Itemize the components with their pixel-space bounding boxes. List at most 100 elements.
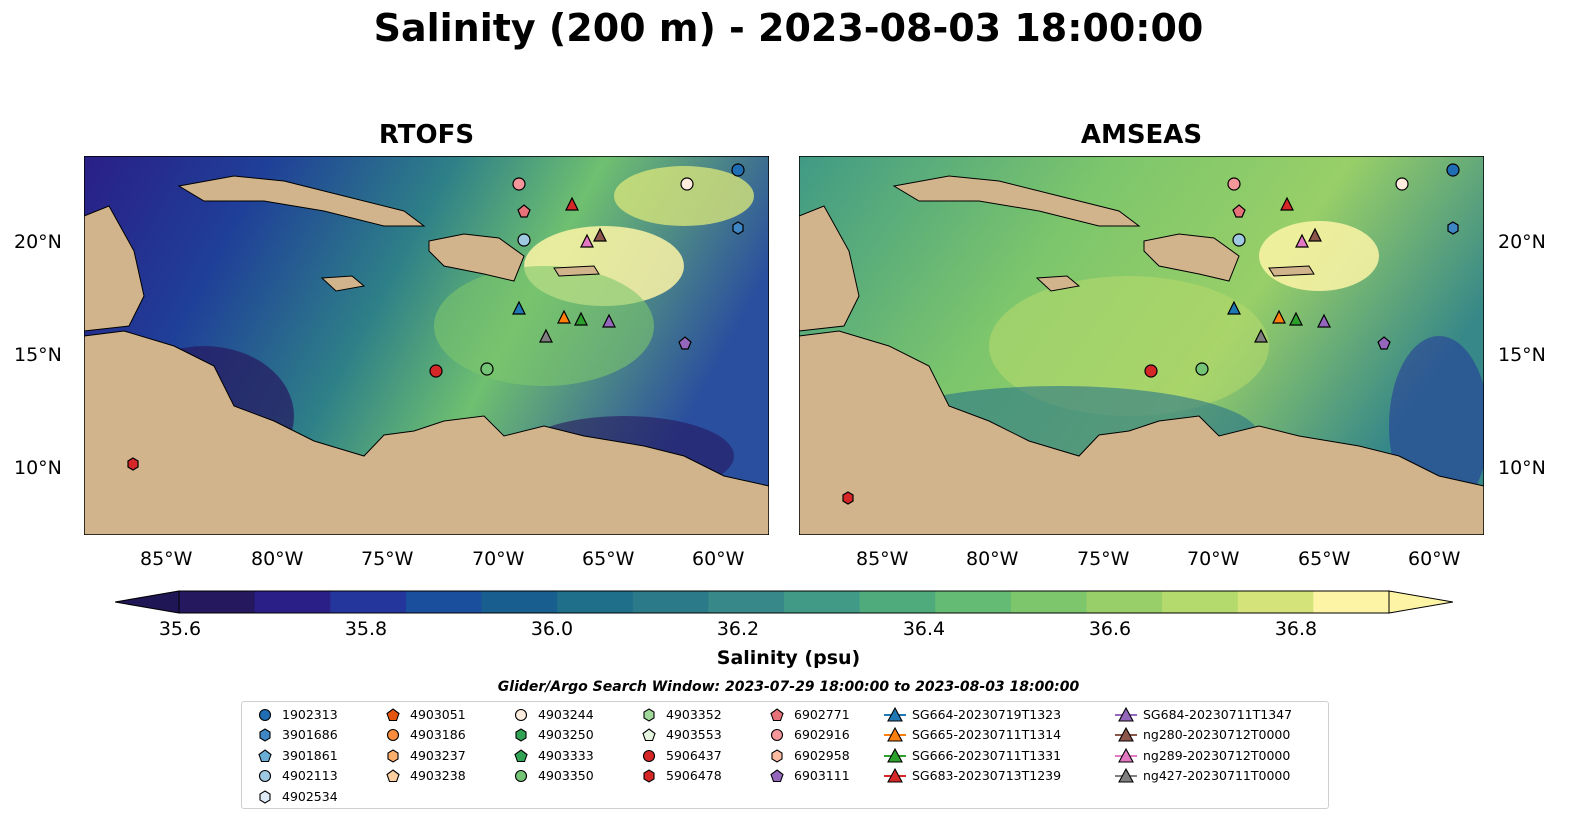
legend-item: 1902313: [254, 704, 338, 724]
legend-label: 4903238: [410, 768, 466, 783]
lon-tick: 85°W: [140, 548, 193, 570]
lon-tick: 85°W: [856, 548, 909, 570]
circle-marker-icon: [514, 708, 528, 721]
hexagon-marker-icon: [387, 748, 399, 763]
legend-item: SG683-20230713T1239: [884, 766, 1061, 786]
legend-marker: [638, 725, 660, 745]
legend-label: SG683-20230713T1239: [912, 768, 1062, 783]
lon-tick: 70°W: [472, 548, 525, 570]
map-panel-amseas: [799, 156, 1484, 535]
lon-tick: 60°W: [692, 548, 745, 570]
legend-item: 4903250: [510, 725, 594, 745]
legend-label: 4902534: [282, 788, 338, 804]
legend-marker: [638, 766, 660, 786]
legend-marker: [884, 725, 906, 745]
glider-marker: [539, 328, 553, 343]
colorbar-tick: 36.0: [530, 618, 574, 640]
float-marker: [680, 177, 694, 191]
legend-item: 4903237: [382, 745, 466, 765]
colorbar-label: Salinity (psu): [716, 647, 861, 669]
colorbar-tick: 35.6: [158, 618, 202, 640]
float-marker: [678, 336, 692, 350]
hexagon-marker-icon: [259, 728, 271, 742]
glider-marker: [1280, 196, 1294, 211]
float-marker: [1195, 362, 1209, 376]
triangle-marker-icon: [884, 706, 906, 722]
triangle-marker-icon: [1115, 767, 1137, 783]
lon-tick: 60°W: [1408, 548, 1461, 570]
legend-label: 3901861: [282, 747, 338, 763]
legend-item: 3901861: [254, 745, 338, 765]
legend-label: SG684-20230711T1347: [1143, 706, 1293, 722]
legend-label: SG665-20230711T1314: [912, 727, 1062, 742]
float-marker: [429, 364, 443, 378]
glider-marker: [1289, 311, 1303, 326]
colorbar-tick: 36.8: [1274, 618, 1318, 640]
legend-label: 4903553: [666, 727, 722, 742]
legend-marker: [766, 766, 788, 786]
colorbar-segment: [254, 591, 331, 613]
triangle-marker-icon: [1115, 726, 1137, 742]
panel-title-amseas: AMSEAS: [1080, 120, 1203, 150]
float-marker: [842, 491, 854, 505]
legend-marker: [766, 705, 788, 725]
legend-label: 3901686: [282, 727, 338, 742]
salinity-patch: [614, 166, 754, 226]
yucatan-land: [799, 205, 860, 332]
legend: 1902313 3901686 3901861 4902113 4902534 49030…: [241, 701, 1329, 809]
triangle-marker-icon: [884, 726, 906, 742]
colorbar-segment: [1313, 591, 1390, 613]
legend-label: 6902916: [794, 727, 850, 742]
legend-item: 4903352: [638, 704, 722, 724]
colorbar-segment: [708, 591, 785, 613]
hexagon-marker-icon: [643, 769, 655, 783]
legend-marker: [510, 746, 532, 766]
map-amseas: [799, 156, 1484, 535]
float-marker: [127, 457, 139, 471]
figure-title: Salinity (200 m) - 2023-08-03 18:00:00: [373, 6, 1204, 50]
glider-marker: [1308, 227, 1322, 242]
legend-marker: [510, 766, 532, 786]
map-panel-rtofs: [84, 156, 769, 535]
glider-marker: [593, 227, 607, 242]
legend-label: 4903250: [538, 727, 594, 742]
legend-label: 1902313: [282, 706, 338, 722]
float-marker: [1447, 221, 1459, 235]
legend-label: 4903051: [410, 706, 466, 722]
float-marker: [1232, 204, 1246, 218]
search-window-caption: Glider/Argo Search Window: 2023-07-29 18…: [497, 679, 1080, 695]
triangle-marker-icon: [884, 767, 906, 783]
float-marker: [1227, 177, 1241, 191]
legend-item: 4903186: [382, 725, 466, 745]
legend-item: SG665-20230711T1314: [884, 725, 1061, 745]
lon-tick: 80°W: [966, 548, 1019, 570]
legend-marker: [884, 766, 906, 786]
legend-marker: [510, 705, 532, 725]
legend-marker: [254, 725, 276, 745]
legend-marker: [1115, 705, 1137, 725]
legend-marker: [510, 725, 532, 745]
hexagon-marker-icon: [515, 728, 527, 742]
legend-marker: [382, 725, 404, 745]
hispaniola-land: [1143, 233, 1240, 282]
legend-label: 6903111: [794, 768, 850, 783]
float-marker: [517, 204, 531, 218]
legend-item: 4902113: [254, 766, 338, 786]
glider-marker: [1295, 233, 1309, 248]
triangle-marker-icon: [1115, 747, 1137, 763]
circle-marker-icon: [514, 769, 528, 783]
float-marker: [512, 177, 526, 191]
colorbar-segment: [784, 591, 861, 613]
south-central-america-land: [84, 330, 769, 535]
jamaica-land: [320, 275, 366, 292]
colorbar-segment: [179, 591, 256, 613]
colorbar-segment: [1010, 591, 1087, 613]
legend-marker: [766, 746, 788, 766]
legend-label: 5906478: [666, 768, 722, 783]
legend-marker: [382, 766, 404, 786]
legend-item: ng280-20230712T0000: [1115, 725, 1290, 745]
lat-tick-20n-left: 20°N: [14, 231, 62, 253]
lat-tick-15n-right: 15°N: [1498, 344, 1546, 366]
colorbar-segments: [179, 591, 1390, 613]
lon-tick: 75°W: [1077, 548, 1130, 570]
